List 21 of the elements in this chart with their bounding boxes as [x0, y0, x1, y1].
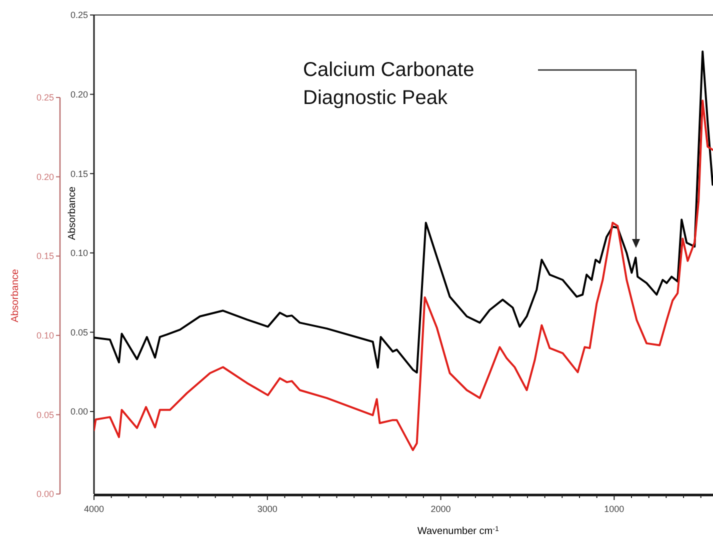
y2-axis-title: Absorbance: [10, 268, 21, 322]
y2-tick-label: 0.10: [36, 330, 54, 341]
y2-tick-label: 0.25: [36, 92, 54, 103]
y2-tick-label: 0.05: [36, 410, 54, 420]
y-tick-label: 0.15: [70, 168, 88, 179]
x-tick-label: 1000: [604, 504, 624, 514]
y-tick-label: 0.20: [70, 89, 88, 100]
y-tick-label: 0.00: [70, 406, 88, 417]
y-tick-label: 0.25: [70, 10, 88, 20]
x-tick-label: 3000: [257, 504, 278, 514]
x-axis-title: Wavenumber cm$^{-1}$: [417, 526, 499, 537]
y2-tick-label: 0.20: [36, 172, 54, 182]
y-tick-label: 0.05: [70, 327, 88, 338]
line-series: [94, 50, 713, 374]
y-axis-title: Absorbance: [67, 186, 78, 240]
y2-tick-label: 0.00: [36, 489, 54, 500]
y2-tick-label: 0.15: [36, 251, 54, 262]
y-tick-label: 0.10: [70, 248, 88, 258]
x-tick-label: 2000: [430, 504, 451, 514]
x-tick-label: 4000: [84, 504, 104, 514]
annotation: Calcium Carbonate Diagnostic Peak: [303, 59, 474, 109]
